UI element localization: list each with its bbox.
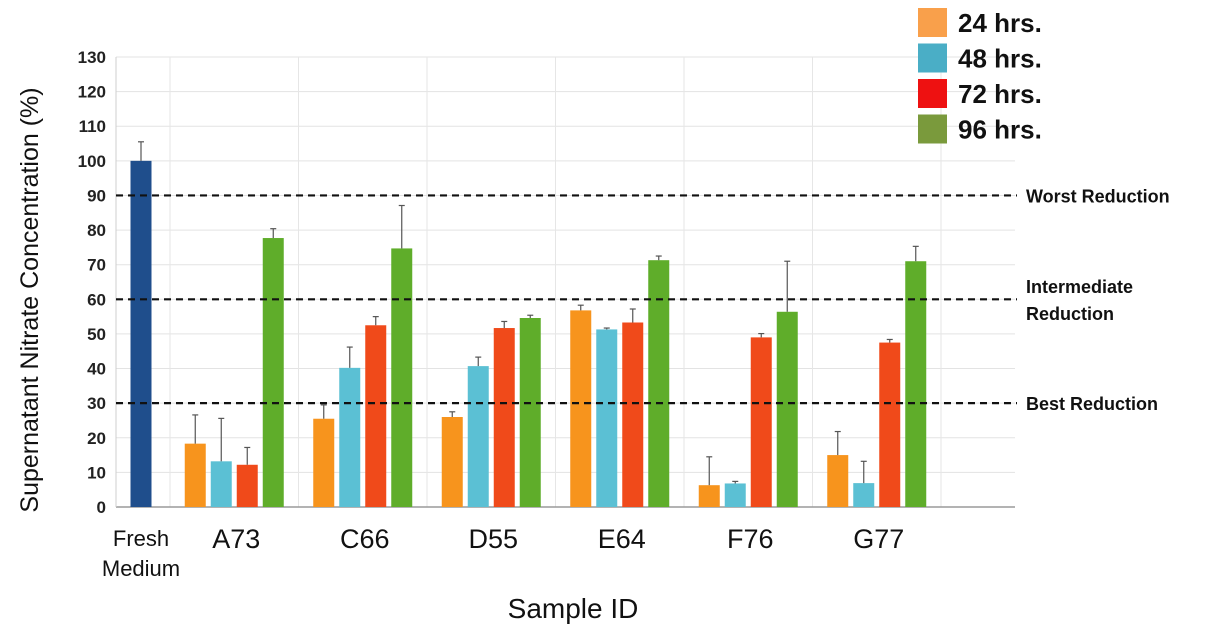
reference-line-label: Intermediate xyxy=(1026,277,1133,297)
y-tick-label: 0 xyxy=(97,498,106,517)
x-tick-label: A73 xyxy=(212,524,260,554)
bar xyxy=(750,337,772,507)
x-axis: Fresh Medium A73 C66 D55 E64 F76 G77 xyxy=(102,524,904,581)
bar xyxy=(519,318,541,507)
reference-line-label: Best Reduction xyxy=(1026,394,1158,414)
bar xyxy=(313,418,335,507)
reference-line-label: Worst Reduction xyxy=(1026,186,1170,206)
bar xyxy=(827,455,849,507)
y-tick-label: 120 xyxy=(78,83,106,102)
x-tick-label: F76 xyxy=(727,524,774,554)
bar xyxy=(853,483,875,507)
y-tick-label: 70 xyxy=(87,256,106,275)
legend-swatch xyxy=(918,8,947,37)
error-bars-layer xyxy=(138,141,919,486)
bar xyxy=(648,260,670,507)
bar xyxy=(365,325,387,507)
bars-layer xyxy=(130,160,927,508)
bar xyxy=(467,366,489,507)
y-tick-label: 90 xyxy=(87,186,106,205)
y-axis-title: Supernatant Nitrate Concentration (%) xyxy=(16,87,44,512)
legend: 24 hrs. 48 hrs. 72 hrs. 96 hrs. xyxy=(918,8,1042,145)
bar xyxy=(879,342,901,507)
y-tick-label: 60 xyxy=(87,290,106,309)
bar xyxy=(776,311,798,507)
y-axis: 0 10 20 30 40 50 60 70 80 90 100 110 120 130 xyxy=(78,48,106,517)
legend-label: 48 hrs. xyxy=(958,44,1042,74)
bar xyxy=(236,464,258,507)
reference-lines-layer: Worst Reduction Intermediate Reduction Best… xyxy=(116,186,1170,414)
bar xyxy=(724,483,746,507)
bar xyxy=(441,417,463,507)
bar xyxy=(184,443,206,507)
x-tick-label: E64 xyxy=(598,524,646,554)
y-tick-label: 130 xyxy=(78,48,106,67)
y-tick-label: 80 xyxy=(87,221,106,240)
legend-swatch xyxy=(918,79,947,108)
legend-label: 24 hrs. xyxy=(958,8,1042,38)
bar-control xyxy=(130,160,152,507)
y-tick-label: 50 xyxy=(87,325,106,344)
x-tick-label-control: Medium xyxy=(102,556,180,581)
x-axis-title: Sample ID xyxy=(508,593,639,624)
bar xyxy=(262,238,284,508)
x-tick-label: C66 xyxy=(340,524,390,554)
y-tick-label: 10 xyxy=(87,463,106,482)
x-tick-label: G77 xyxy=(853,524,904,554)
legend-swatch xyxy=(918,114,947,144)
bar xyxy=(391,248,413,507)
x-tick-label: D55 xyxy=(468,524,518,554)
bar xyxy=(698,485,720,507)
y-tick-label: 40 xyxy=(87,360,106,379)
bar xyxy=(493,328,515,507)
legend-label: 72 hrs. xyxy=(958,79,1042,109)
legend-label: 96 hrs. xyxy=(958,115,1042,145)
bar xyxy=(622,322,644,507)
x-tick-label-control: Fresh xyxy=(113,526,169,551)
y-tick-label: 20 xyxy=(87,429,106,448)
bar xyxy=(570,310,592,507)
y-tick-label: 30 xyxy=(87,394,106,413)
reference-line-label: Reduction xyxy=(1026,304,1114,324)
bar xyxy=(596,329,618,507)
bar xyxy=(905,261,927,507)
bar xyxy=(210,461,232,507)
bar xyxy=(339,367,361,507)
y-tick-label: 100 xyxy=(78,152,106,171)
legend-swatch xyxy=(918,43,947,73)
y-tick-label: 110 xyxy=(79,117,106,136)
